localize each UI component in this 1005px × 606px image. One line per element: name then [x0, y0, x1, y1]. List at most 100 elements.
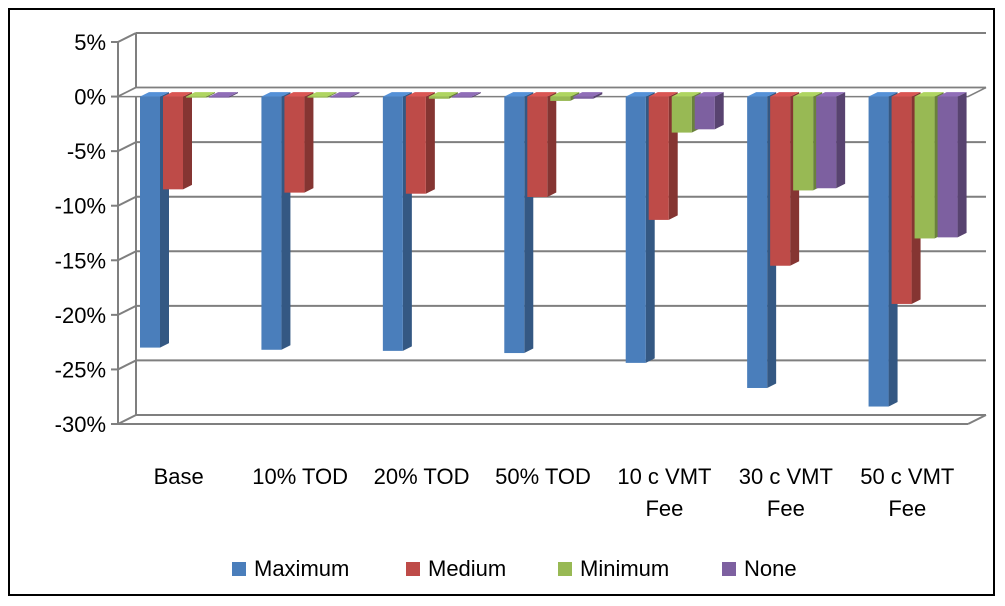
y-tick-label: 0%	[74, 85, 106, 110]
bar-front	[573, 96, 594, 99]
x-category-label: 20% TOD	[374, 464, 470, 489]
bar-medium-2	[405, 92, 435, 194]
bar-side	[957, 92, 967, 238]
bar-front	[261, 96, 282, 350]
bar-top	[550, 92, 580, 97]
x-category-label: 50 c VMT	[860, 464, 954, 489]
bar-side	[593, 92, 603, 99]
bar-front	[550, 96, 571, 101]
bar-front	[816, 96, 837, 189]
gridline-connector	[117, 195, 137, 207]
bar-top	[625, 92, 655, 97]
y-tick-label: -10%	[55, 194, 106, 219]
bar-front	[186, 96, 206, 98]
bar-front	[648, 96, 669, 220]
bars	[140, 92, 967, 407]
gridline-connector	[117, 32, 137, 43]
y-tick-label: 5%	[74, 30, 106, 55]
bar-side	[836, 92, 846, 189]
x-category-label: 30 c VMT	[739, 464, 833, 489]
x-category-label: 10 c VMT	[617, 464, 711, 489]
bar-front	[504, 96, 525, 354]
gridlines	[111, 32, 987, 425]
bar-top	[284, 92, 314, 97]
bar-none-5	[816, 92, 846, 189]
bar-top	[527, 92, 557, 97]
bar-top	[186, 92, 215, 97]
bar-front	[140, 96, 160, 348]
legend-swatch-maximum	[232, 562, 246, 576]
bar-none-2	[451, 92, 481, 98]
legend-label-none: None	[744, 556, 797, 581]
bar-front	[307, 96, 328, 98]
bar-front	[382, 96, 403, 351]
y-tick-label: -20%	[55, 303, 106, 328]
bar-top	[428, 92, 458, 97]
bar-minimum-0	[186, 92, 215, 98]
bar-none-1	[330, 92, 360, 98]
bar-side	[714, 92, 724, 130]
legend-swatch-minimum	[558, 562, 572, 576]
bar-side	[448, 92, 458, 99]
legend-label-medium: Medium	[428, 556, 506, 581]
bar-front	[405, 96, 426, 194]
bar-front	[937, 96, 958, 238]
bar-side	[206, 92, 215, 98]
x-category-label: Base	[154, 464, 204, 489]
bar-front	[694, 96, 715, 130]
bar-medium-1	[284, 92, 314, 193]
bar-top	[816, 92, 846, 97]
bar-side	[350, 92, 360, 98]
y-tick-label: -25%	[55, 357, 106, 382]
bar-top	[648, 92, 678, 97]
bar-top	[891, 92, 921, 97]
bar-side	[229, 92, 238, 98]
y-tick-label: -30%	[55, 412, 106, 437]
bar-side	[425, 92, 435, 194]
bar-minimum-2	[428, 92, 458, 99]
bar-maximum-3	[504, 92, 534, 354]
legend-label-maximum: Maximum	[254, 556, 349, 581]
legend-swatch-none	[722, 562, 736, 576]
gridline-connector	[117, 359, 137, 371]
bar-side	[327, 92, 337, 98]
y-tick-label: -15%	[55, 248, 106, 273]
bar-top	[330, 92, 360, 97]
bar-side	[304, 92, 314, 193]
bar-top	[573, 92, 603, 97]
bar-front	[451, 96, 472, 98]
bar-maximum-0	[140, 92, 169, 348]
bar-none-6	[937, 92, 967, 238]
legend-swatch-medium	[406, 562, 420, 576]
bar-maximum-1	[261, 92, 291, 350]
bar-side	[547, 92, 557, 197]
x-category-label: Fee	[888, 496, 926, 521]
bar-top	[140, 92, 169, 97]
bar-top	[694, 92, 724, 97]
bar-front	[527, 96, 548, 197]
bar-top	[209, 92, 238, 97]
bar-top	[504, 92, 534, 97]
bar-top	[747, 92, 777, 97]
bar-none-4	[694, 92, 724, 130]
bar-front	[625, 96, 646, 363]
floor-side-edge	[967, 414, 987, 425]
bar-medium-0	[163, 92, 192, 190]
bar-top	[163, 92, 192, 97]
bar-none-3	[573, 92, 603, 99]
bar-top	[793, 92, 823, 97]
bar-front	[747, 96, 768, 388]
bar-maximum-2	[382, 92, 412, 351]
bar-medium-3	[527, 92, 557, 197]
bar-top	[868, 92, 898, 97]
bar-front	[284, 96, 305, 193]
bar-front	[868, 96, 889, 407]
bar-top	[382, 92, 412, 97]
bar-top	[451, 92, 481, 97]
y-tick-label: -5%	[67, 139, 106, 164]
bar-top	[671, 92, 701, 97]
bar-top	[770, 92, 800, 97]
bar-front	[330, 96, 351, 98]
gridline-connector	[117, 141, 137, 153]
